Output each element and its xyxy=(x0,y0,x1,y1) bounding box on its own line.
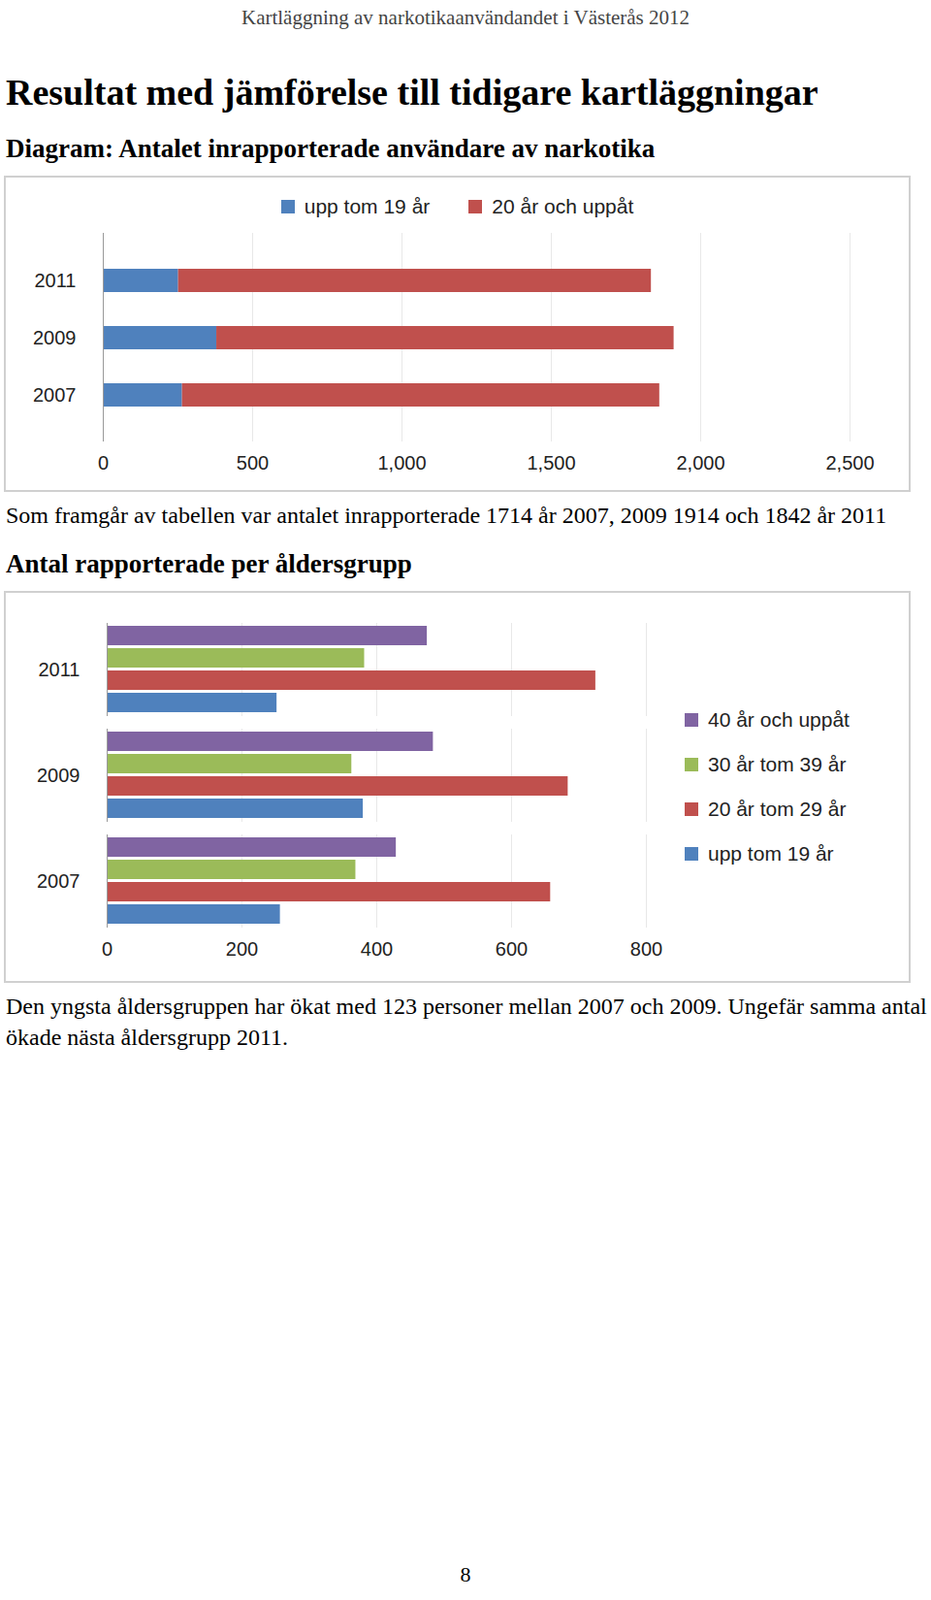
svg-text:2011: 2011 xyxy=(33,269,76,291)
svg-text:2011: 2011 xyxy=(37,658,80,680)
svg-text:800: 800 xyxy=(630,936,663,959)
svg-text:500: 500 xyxy=(236,451,269,474)
svg-text:2009: 2009 xyxy=(36,764,81,786)
svg-text:2,000: 2,000 xyxy=(675,451,725,474)
svg-text:1,500: 1,500 xyxy=(526,451,576,474)
svg-text:0: 0 xyxy=(97,451,109,474)
html-text:Resultat med jämförelse till t: Resultat med jämförelse till tidigare ka… xyxy=(5,71,819,113)
html-text:Antal rapporterade per åldersg: Antal rapporterade per åldersgrupp xyxy=(5,548,412,578)
html-text:20 år och uppåt: 20 år och uppåt xyxy=(491,195,634,218)
html-text:Den yngsta åldersgruppen har ö: Den yngsta åldersgruppen har ökat med 12… xyxy=(5,992,927,1050)
svg-text:2,500: 2,500 xyxy=(825,451,874,474)
svg-text:0: 0 xyxy=(101,936,113,959)
html-text:Diagram: Antalet inrapporterad: Diagram: Antalet inrapporterade användar… xyxy=(5,134,655,164)
svg-text:2009: 2009 xyxy=(32,326,77,349)
svg-text:600: 600 xyxy=(495,936,528,959)
svg-text:200: 200 xyxy=(225,936,258,959)
svg-text:2007: 2007 xyxy=(32,384,77,406)
svg-text:400: 400 xyxy=(360,936,393,959)
html-text:upp tom 19 år: upp tom 19 år xyxy=(304,195,430,218)
html-text:30 år tom 39 år: 30 år tom 39 år xyxy=(707,752,847,775)
html-text:Kartläggning av narkotikaanvän: Kartläggning av narkotikaanvändandet i V… xyxy=(241,5,690,30)
html-text:40 år och uppåt: 40 år och uppåt xyxy=(707,707,850,731)
html-text:20 år tom 29 år: 20 år tom 29 år xyxy=(707,796,847,820)
html-text:8: 8 xyxy=(460,1561,471,1586)
svg-text:1,000: 1,000 xyxy=(377,451,426,474)
html-text:Som framgår av tabellen var an: Som framgår av tabellen var antalet inra… xyxy=(5,502,887,528)
html-text:upp tom 19 år: upp tom 19 år xyxy=(707,841,834,864)
svg-text:2007: 2007 xyxy=(36,869,81,892)
